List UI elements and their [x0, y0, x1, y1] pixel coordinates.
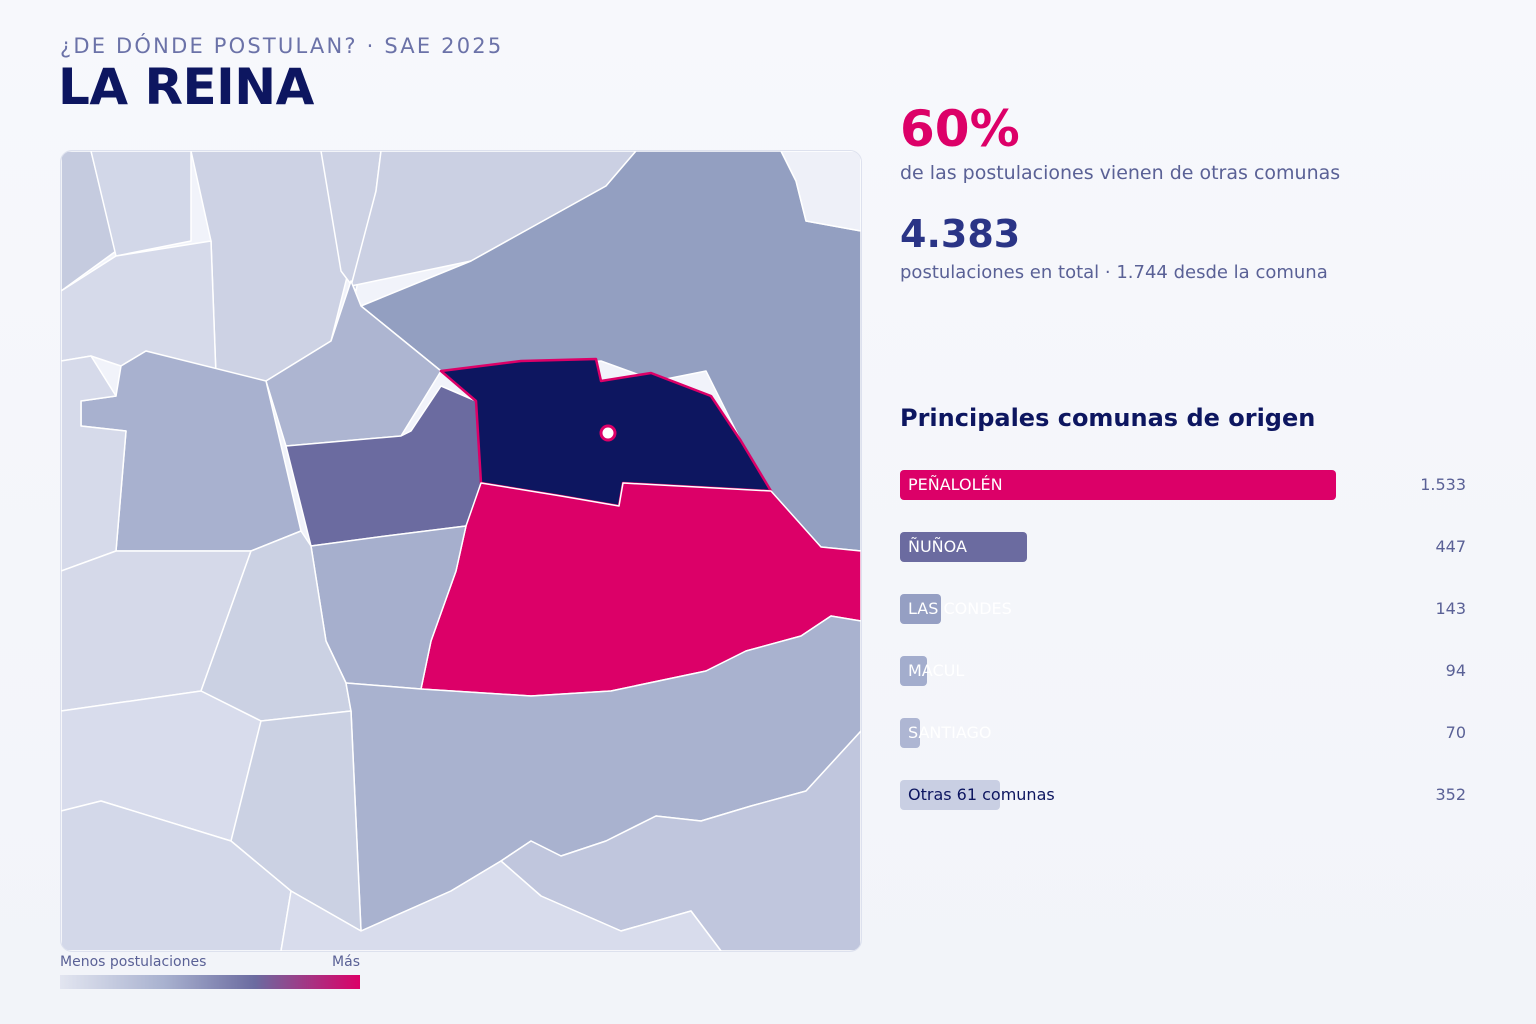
origin-value: 447 [1435, 537, 1466, 556]
comuna-northwest-2 [90, 151, 192, 257]
comuna-northeast-notch [780, 151, 861, 232]
origin-row: PEÑALOLÉN 1.533 [900, 470, 1466, 500]
origin-bar: MACUL [900, 656, 964, 686]
page-title: LA REINA [58, 58, 314, 116]
origin-label: MACUL [908, 661, 965, 680]
map-svg [61, 151, 861, 951]
la-reina-location-marker [599, 424, 617, 442]
origin-bar: ÑUÑOA [900, 532, 1027, 562]
origin-bar: LAS CONDES [900, 594, 1012, 624]
legend-max-label: Más [332, 954, 360, 970]
origin-row: Otras 61 comunas 352 [900, 780, 1466, 810]
comuna-south-center [280, 860, 722, 951]
origin-value: 70 [1445, 723, 1466, 742]
origin-row: SANTIAGO 70 [900, 718, 1466, 748]
origin-label: PEÑALOLÉN [908, 475, 1003, 494]
origin-label: LAS CONDES [908, 599, 1012, 618]
legend-gradient-bar [60, 975, 360, 989]
origin-row: MACUL 94 [900, 656, 1466, 686]
origin-value: 1.533 [1420, 475, 1466, 494]
origin-bar: Otras 61 comunas [900, 780, 1055, 810]
origin-bar: SANTIAGO [900, 718, 992, 748]
external-percentage: 60% [900, 100, 1020, 158]
origin-bar: PEÑALOLÉN [900, 470, 1336, 500]
external-percentage-description: de las postulaciones vienen de otras com… [900, 162, 1341, 184]
origin-value: 352 [1435, 785, 1466, 804]
origin-row: LAS CONDES 143 [900, 594, 1466, 624]
comuna-west-mid [61, 355, 127, 572]
origin-list-title: Principales comunas de origen [900, 404, 1316, 432]
origin-label: Otras 61 comunas [908, 785, 1055, 804]
total-applications: 4.383 [900, 212, 1021, 256]
legend-min-label: Menos postulaciones [60, 954, 207, 970]
origin-row: ÑUÑOA 447 [900, 532, 1466, 562]
map-legend: Menos postulaciones Más [60, 954, 360, 989]
choropleth-map [60, 150, 862, 952]
origin-value: 143 [1435, 599, 1466, 618]
origin-label: SANTIAGO [908, 723, 992, 742]
origin-label: ÑUÑOA [908, 537, 967, 556]
total-applications-description: postulaciones en total · 1.744 desde la … [900, 262, 1328, 283]
map-kicker: ¿DE DÓNDE POSTULAN? · SAE 2025 [60, 34, 504, 58]
origin-value: 94 [1445, 661, 1466, 680]
